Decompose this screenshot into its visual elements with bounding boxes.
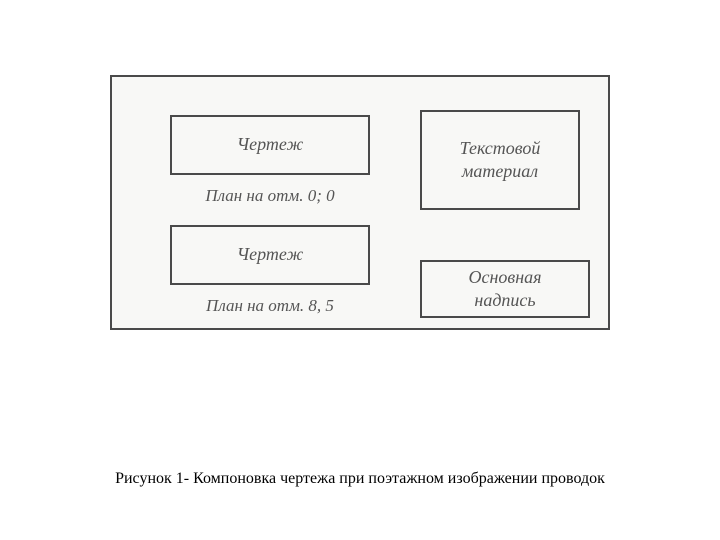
drawing-box-1: Чертеж bbox=[170, 115, 370, 175]
title-block-box: Основная надпись bbox=[420, 260, 590, 318]
title-block-label: Основная надпись bbox=[468, 266, 541, 313]
text-material-box: Текстовой материал bbox=[420, 110, 580, 210]
plan-label-2-text: План на отм. 8, 5 bbox=[206, 295, 334, 317]
text-material-label: Текстовой материал bbox=[460, 137, 541, 184]
drawing-box-2: Чертеж bbox=[170, 225, 370, 285]
plan-label-2: План на отм. 8, 5 bbox=[150, 290, 390, 322]
plan-label-1-text: План на отм. 0; 0 bbox=[205, 185, 334, 207]
figure-caption: Рисунок 1- Компоновка чертежа при поэтаж… bbox=[0, 470, 720, 488]
figure-caption-text: Рисунок 1- Компоновка чертежа при поэтаж… bbox=[115, 470, 605, 487]
drawing-box-1-label: Чертеж bbox=[237, 133, 303, 156]
drawing-box-2-label: Чертеж bbox=[237, 243, 303, 266]
plan-label-1: План на отм. 0; 0 bbox=[150, 180, 390, 212]
diagram-canvas: Чертеж План на отм. 0; 0 Чертеж План на … bbox=[0, 0, 720, 540]
